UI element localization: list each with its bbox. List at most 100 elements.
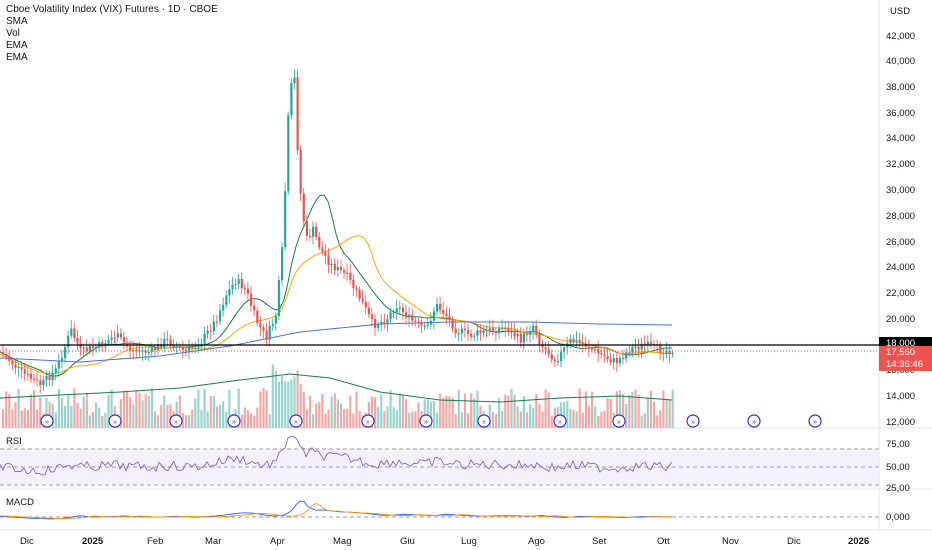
time-label: Apr: [270, 536, 285, 547]
volume-bar: [401, 394, 405, 428]
dividend-event-icon[interactable]: »: [40, 414, 54, 428]
volume-bar: [67, 395, 70, 428]
volume-bar: [358, 410, 361, 428]
volume-bar: [39, 397, 42, 428]
indicator-sma-label[interactable]: SMA: [6, 16, 28, 27]
candle-body: [234, 283, 237, 286]
volume-bar: [70, 405, 73, 428]
rsi-pane-label[interactable]: RSI: [6, 436, 22, 447]
volume-bar: [191, 409, 194, 428]
svg-text:»: »: [232, 419, 236, 426]
volume-bar: [178, 395, 181, 428]
moving-averages: [0, 194, 673, 377]
candle-body: [20, 366, 23, 370]
signal-line: [0, 503, 672, 520]
macd-lines: [0, 500, 673, 520]
candle-body: [646, 341, 649, 345]
volume-bar: [296, 370, 299, 428]
volume-bar: [454, 414, 457, 428]
macd-tick: 0,000: [886, 512, 910, 523]
volume-bar: [150, 388, 153, 428]
dividend-event-icon[interactable]: »: [686, 414, 700, 428]
candle-body: [541, 344, 544, 348]
volume-bar: [476, 390, 479, 428]
symbol-title[interactable]: Cboe Volatility Index (VIX) Futures · 1D…: [6, 4, 218, 15]
candle-body: [355, 288, 358, 290]
candle-body: [398, 307, 401, 309]
volume-bar: [392, 407, 395, 428]
dividend-event-icon[interactable]: »: [361, 414, 375, 428]
dividend-event-icon[interactable]: »: [477, 414, 491, 428]
ema-fast-line: [0, 194, 672, 377]
dividend-event-icon[interactable]: »: [808, 414, 822, 428]
volume-bar: [147, 395, 150, 428]
dividend-event-icon[interactable]: »: [419, 414, 433, 428]
candlesticks[interactable]: [2, 69, 674, 393]
candle-body: [544, 347, 547, 350]
volume-bar: [126, 390, 129, 428]
dividend-event-icon[interactable]: »: [289, 414, 303, 428]
volume-bar: [507, 395, 510, 428]
volume-bar: [299, 383, 302, 428]
candle-body: [339, 266, 343, 271]
volume-bar: [498, 398, 501, 428]
volume-bar: [584, 391, 587, 428]
macd-pane-label[interactable]: MACD: [6, 497, 34, 508]
indicator-vol-label[interactable]: Vol: [6, 28, 20, 39]
candle-body: [463, 328, 467, 330]
volume-bar: [649, 390, 653, 428]
volume-bar: [57, 388, 60, 428]
svg-text:»: »: [424, 419, 428, 426]
candle-body: [212, 321, 215, 332]
indicator-ema-label-2[interactable]: EMA: [6, 52, 28, 63]
volume-bar: [271, 364, 274, 428]
last-price-tag: 17,560: [879, 346, 932, 360]
volume-bar: [287, 381, 290, 428]
candle-body: [429, 320, 432, 325]
volume-bar: [343, 409, 346, 428]
dividend-event-icon[interactable]: »: [747, 414, 761, 428]
dividend-event-icon[interactable]: »: [227, 414, 241, 428]
candle-body: [222, 304, 225, 311]
candle-body: [519, 333, 522, 343]
indicator-ema-label[interactable]: EMA: [6, 40, 28, 51]
candle-body: [122, 337, 126, 343]
volume-bar: [668, 399, 671, 428]
candle-body: [237, 279, 240, 284]
volume-bar: [637, 394, 640, 428]
dividend-event-icon[interactable]: »: [169, 414, 183, 428]
volume-bar: [101, 415, 104, 428]
volume-bar: [662, 390, 665, 428]
volume-bar: [104, 412, 107, 428]
candle-body: [349, 272, 352, 280]
candle-body: [470, 333, 473, 337]
svg-text:»: »: [366, 419, 370, 426]
candle-body: [250, 293, 253, 306]
candle-body: [284, 191, 287, 248]
volume-bar: [132, 404, 135, 428]
candle-body: [370, 314, 374, 319]
volume-bar: [54, 412, 57, 428]
candle-body: [581, 342, 584, 344]
dividend-event-icon[interactable]: »: [553, 414, 567, 428]
volume-bar: [169, 404, 172, 428]
candle-body: [67, 335, 70, 347]
volume-bar: [277, 381, 281, 428]
candle-body: [169, 339, 172, 346]
time-axis[interactable]: Dic 2025 Feb Mar Apr Mag Giu Lug Ago Set…: [20, 536, 869, 547]
candle-body: [488, 328, 491, 331]
volume-bar: [17, 388, 20, 428]
candle-body: [33, 378, 36, 381]
event-markers[interactable]: » » » » » » » » » » » » »: [40, 414, 822, 428]
candle-body: [513, 330, 516, 337]
volume-bar: [138, 392, 141, 428]
candle-body: [138, 350, 141, 352]
dividend-event-icon[interactable]: »: [612, 414, 626, 428]
volume-bar: [618, 390, 622, 428]
volume-bar: [491, 411, 494, 428]
volume-bar: [417, 402, 420, 428]
dividend-event-icon[interactable]: »: [108, 414, 122, 428]
candle-body: [175, 346, 178, 348]
time-label: Mar: [205, 536, 221, 547]
